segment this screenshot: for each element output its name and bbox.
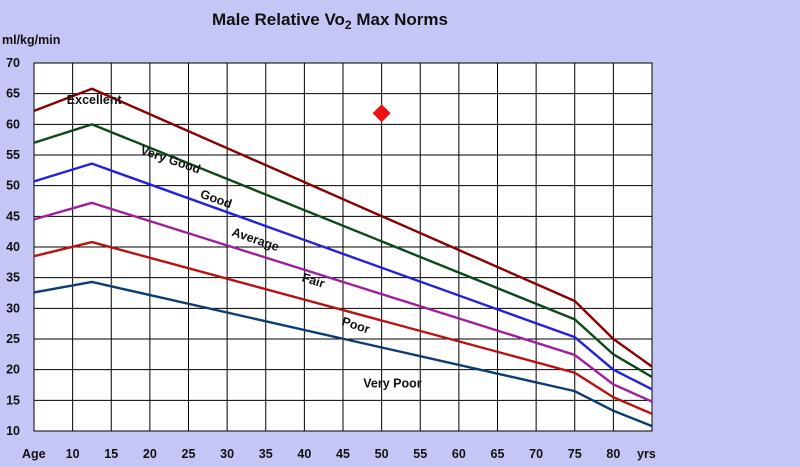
y-tick-label: 15 [6,393,20,407]
series-line-fair [33,240,653,415]
x-tick-label: 10 [66,447,80,461]
y-tick-label: 35 [6,271,20,285]
band-label-excellent: Excellent [67,93,123,107]
y-tick-label: 30 [6,301,20,315]
series-line-excellent [33,87,653,368]
chart-title: Male Relative Vo2 Max Norms [212,10,448,32]
y-tick-label: 20 [6,363,20,377]
x-tick-label: 60 [452,447,466,461]
x-tick-label: 75 [568,447,582,461]
y-tick-label: 45 [6,209,20,223]
x-tick-label: 65 [491,447,505,461]
series-line-average [33,201,653,403]
norm-curves [33,87,653,428]
y-tick-label: 50 [6,179,20,193]
y-axis-unit-label: ml/kg/min [2,33,60,47]
y-tick-label: 40 [6,240,20,254]
y-tick-label: 25 [6,332,20,346]
x-tick-label: 50 [375,447,389,461]
x-tick-label: 15 [104,447,118,461]
band-label-very-poor: Very Poor [363,376,421,390]
x-tick-label: 25 [182,447,196,461]
marker-layer [372,104,391,123]
x-tick-label: 70 [529,447,543,461]
grid-lines [34,63,652,431]
axis-ticks: 10 15 20 25 30 35 40 45 50 55 60 65 70 10 15 20 25 30 35 40… [6,56,620,461]
y-tick-label: 55 [6,148,20,162]
series-line-poor [33,280,653,428]
x-axis-start-label: Age [22,447,46,461]
x-tick-label: 45 [336,447,350,461]
x-tick-label: 35 [259,447,273,461]
x-tick-label: 30 [220,447,234,461]
x-tick-label: 55 [413,447,427,461]
x-axis-end-label: yrs [637,447,656,461]
x-tick-label: 80 [606,447,620,461]
y-tick-label: 60 [6,117,20,131]
y-tick-label: 65 [6,87,20,101]
band-label-fair: Fair [300,270,326,290]
y-tick-label: 10 [6,424,20,438]
series-line-very-good [33,123,653,379]
x-tick-label: 20 [143,447,157,461]
y-tick-label: 70 [6,56,20,70]
data-point-marker [372,104,391,123]
series-line-good [33,162,653,391]
x-tick-label: 40 [297,447,311,461]
